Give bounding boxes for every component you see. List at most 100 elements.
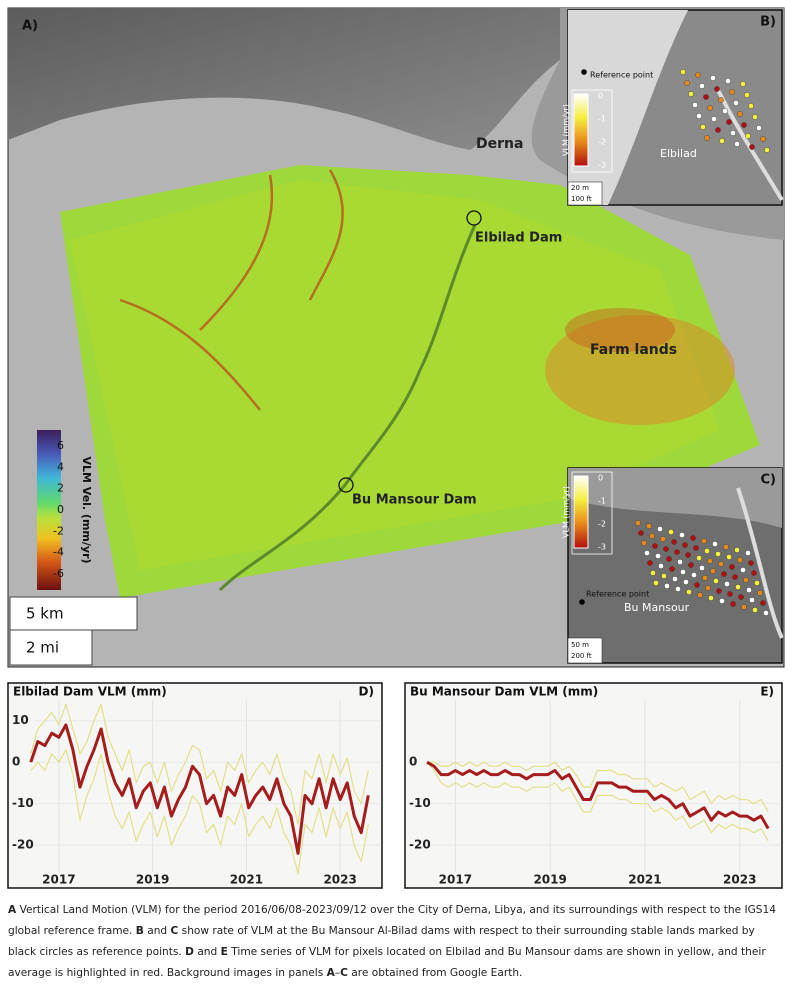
x-tick-label: 2023 xyxy=(323,873,356,887)
pixel-dot xyxy=(650,570,656,576)
pixel-dot xyxy=(705,585,711,591)
pixel-dot xyxy=(702,575,708,581)
scale-label: 5 km xyxy=(26,605,64,623)
pixel-dot xyxy=(748,560,754,566)
pixel-dot xyxy=(718,561,724,567)
panel-label: E) xyxy=(760,685,774,699)
pixel-dot xyxy=(754,580,760,586)
pixel-dot xyxy=(652,543,658,549)
inset-colorbar-title: VLM (mm/yr) xyxy=(562,486,571,538)
pixel-dot xyxy=(745,550,751,556)
pixel-dot xyxy=(686,589,692,595)
pixel-dot xyxy=(675,586,681,592)
pixel-dot xyxy=(680,69,686,75)
pixel-dot xyxy=(732,574,738,580)
pixel-dot xyxy=(741,604,747,610)
pixel-dot xyxy=(756,125,762,131)
panel-d: 2017 2019 2021 2023 -20 -10 0 10 Elbilad Dam VLM… xyxy=(7,682,383,889)
pixel-dot xyxy=(699,83,705,89)
panel-label: C) xyxy=(761,473,776,488)
panel-label: D) xyxy=(359,685,374,699)
pixel-dot xyxy=(704,548,710,554)
caption-text: and xyxy=(193,946,221,958)
pixel-dot xyxy=(723,544,729,550)
pixel-dot xyxy=(649,533,655,539)
pixel-dot xyxy=(760,600,766,606)
x-tick-label: 2021 xyxy=(230,873,263,887)
inset-colorbar xyxy=(573,93,589,167)
colorbar-tick-label: -6 xyxy=(53,567,64,580)
figure: A) Derna Elbilad Dam Farm lands Bu Manso… xyxy=(7,7,785,889)
colorbar-tick-label: 6 xyxy=(57,439,64,452)
x-tick-label: 2019 xyxy=(533,873,566,887)
pixel-dot xyxy=(716,588,722,594)
pixel-dot xyxy=(653,580,659,586)
panel-e: 2017 2019 2021 2023 -20 -10 0 Bu Mansour Dam VL… xyxy=(404,682,783,889)
scale-label: 50 m xyxy=(571,641,589,649)
pixel-dot xyxy=(644,550,650,556)
pixel-dot xyxy=(663,546,669,552)
x-tick-label: 2019 xyxy=(136,873,169,887)
pixel-dot xyxy=(696,113,702,119)
caption-text: – xyxy=(334,967,341,979)
pixel-dot xyxy=(683,579,689,585)
pixel-dot xyxy=(691,572,697,578)
colorbar-tick-label: 2 xyxy=(57,482,64,495)
pixel-dot xyxy=(647,560,653,566)
x-tick-label: 2023 xyxy=(723,873,756,887)
panel-label: A) xyxy=(22,19,38,34)
pixel-dot xyxy=(763,610,769,616)
colorbar-tick-label: -2 xyxy=(53,524,64,537)
pixel-dot xyxy=(661,573,667,579)
y-tick-label: -20 xyxy=(12,838,34,852)
pixel-dot xyxy=(734,547,740,553)
pixel-dot xyxy=(752,114,758,120)
inset-tick-label: 0 xyxy=(598,474,603,483)
colorbar-tick-label: -4 xyxy=(53,546,64,559)
caption-bold: A xyxy=(8,904,17,916)
panel-b: VLM (mm/yr) 0 -1 -2 -3 B) Reference point Elbil… xyxy=(562,9,784,206)
pixel-dot xyxy=(694,582,700,588)
pixel-dot xyxy=(704,135,710,141)
pixel-dot xyxy=(749,597,755,603)
pixel-dot xyxy=(711,116,717,122)
inset-tick-label: 0 xyxy=(598,92,603,101)
pixel-dot xyxy=(748,103,754,109)
pixel-dot xyxy=(743,577,749,583)
pixel-dot xyxy=(740,81,746,87)
colorbar-title: VLM Vel. (mm/yr) xyxy=(80,456,93,563)
pixel-dot xyxy=(677,559,683,565)
x-tick-label: 2017 xyxy=(42,873,75,887)
panel-c: VLM (mm/yr) 0 -1 -2 -3 C) Reference point Bu Ma… xyxy=(562,467,784,664)
pixel-dot xyxy=(710,568,716,574)
y-tick-label: 0 xyxy=(12,755,20,769)
subsidence-zone xyxy=(565,308,675,352)
chart-frame xyxy=(404,682,783,889)
inset-colorbar-frame xyxy=(571,471,613,555)
pixel-dot xyxy=(715,127,721,133)
pixel-dot xyxy=(749,144,755,150)
chart-title: Bu Mansour Dam VLM (mm) xyxy=(410,685,598,699)
colorbar-tick-label: 0 xyxy=(57,503,64,516)
pixel-dot xyxy=(655,553,661,559)
caption-text: Time series of VLM for pixels located on… xyxy=(8,946,766,979)
caption-bold: B xyxy=(135,925,144,937)
figure-caption: A Vertical Land Motion (VLM) for the per… xyxy=(8,900,784,984)
inset-tick-label: -2 xyxy=(598,138,606,147)
pixel-dot xyxy=(752,607,758,613)
scale-box xyxy=(567,181,603,206)
pixel-dot xyxy=(669,566,675,572)
dam-structure xyxy=(716,89,784,202)
x-tick-label: 2021 xyxy=(628,873,661,887)
caption-bold: C xyxy=(170,925,179,937)
pixel-dot xyxy=(688,562,694,568)
pixel-dot xyxy=(725,78,731,84)
wadi xyxy=(218,224,477,592)
caption-bold: D xyxy=(185,946,194,958)
pixel-dot xyxy=(744,92,750,98)
pixel-dot xyxy=(741,122,747,128)
x-tick-label: 2017 xyxy=(439,873,472,887)
pixel-dot xyxy=(730,601,736,607)
pixel-dot xyxy=(664,583,670,589)
